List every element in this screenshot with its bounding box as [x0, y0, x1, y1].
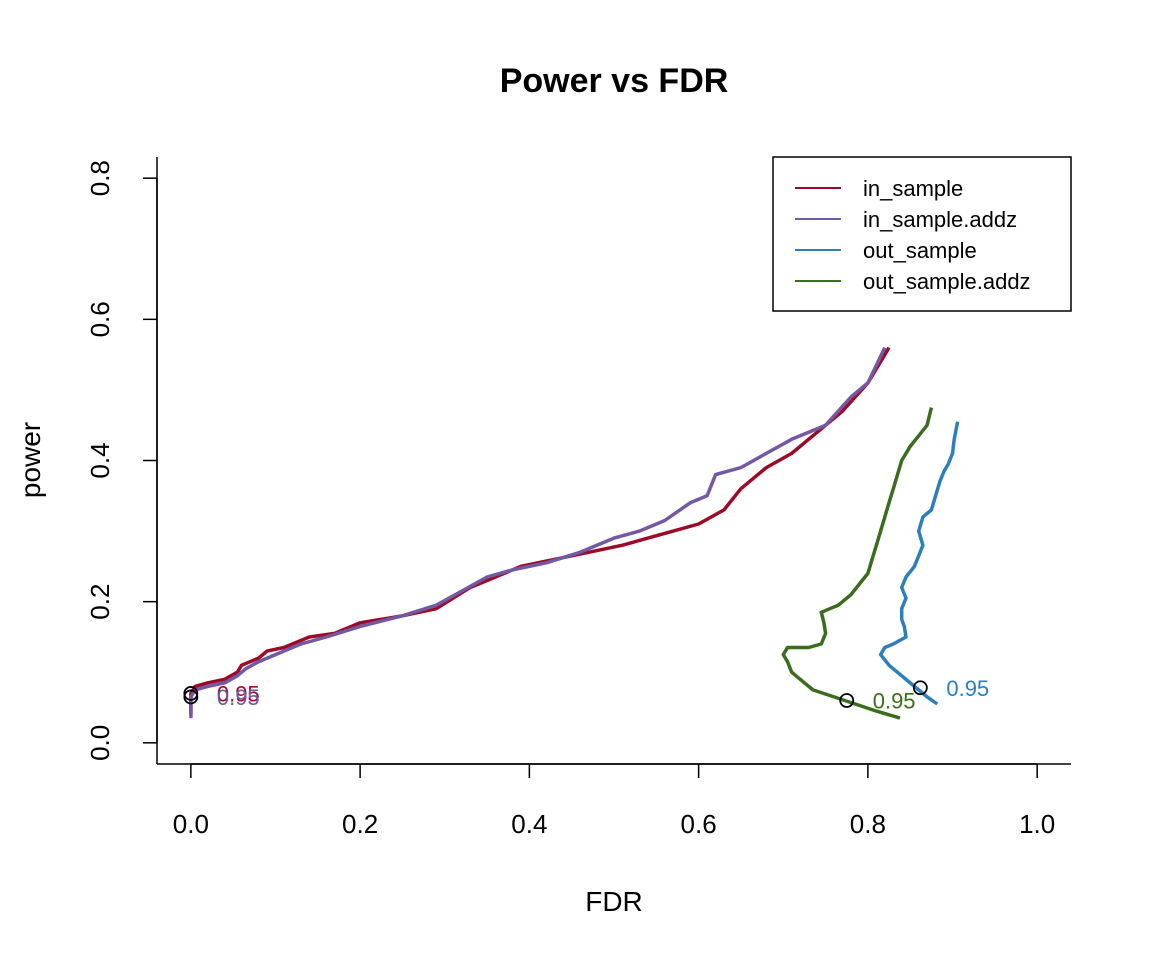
- y-tick-label-1: 0.2: [85, 584, 115, 620]
- marker-out-sample-addz: [839, 693, 855, 708]
- x-tick-label-3: 0.6: [681, 809, 717, 839]
- x-axis-label: FDR: [585, 886, 643, 917]
- legend-label-out-sample-addz: out_sample.addz: [863, 269, 1031, 294]
- series-line-in-sample-addz: [189, 346, 887, 719]
- x-tick-label-1: 0.2: [342, 809, 378, 839]
- marker-label-out-sample-addz: 0.95: [873, 688, 916, 713]
- marker-in-sample-addz: [183, 689, 199, 705]
- x-tick-label-2: 0.4: [511, 809, 547, 839]
- series-line-out-sample: [878, 421, 960, 706]
- marker-label-in-sample-addz: 0.95: [217, 685, 260, 710]
- y-axis-label: power: [15, 422, 46, 498]
- legend-label-out-sample: out_sample: [863, 238, 977, 263]
- legend-label-in-sample-addz: in_sample.addz: [863, 207, 1017, 232]
- y-tick-label-3: 0.6: [85, 301, 115, 337]
- x-tick-label-0: 0.0: [173, 809, 209, 839]
- y-tick-label-4: 0.8: [85, 160, 115, 196]
- x-tick-label-5: 1.0: [1019, 809, 1055, 839]
- series-line-in-sample: [189, 346, 891, 715]
- legend-box: [772, 156, 1072, 312]
- axes: 0.0 0.2 0.4 0.6 0.8 1.0 0.0 0.2 0.4 0.6 0.8: [85, 157, 1071, 839]
- y-tick-label-0: 0.0: [85, 725, 115, 761]
- marker-label-out-sample: 0.95: [946, 676, 989, 701]
- y-tick-label-2: 0.4: [85, 442, 115, 478]
- legend: in_sample in_sample.addz out_sample out_sam…: [772, 156, 1072, 312]
- series-line-out-sample-addz: [781, 407, 934, 720]
- x-tick-label-4: 0.8: [850, 809, 886, 839]
- chart-title: Power vs FDR: [500, 62, 729, 100]
- marker-out-sample: [912, 680, 928, 696]
- plot-area: 0.950.95 0.950.95: [183, 346, 989, 720]
- legend-label-in-sample: in_sample: [863, 176, 963, 201]
- marker-label-in-sample: 0.95: [217, 681, 260, 706]
